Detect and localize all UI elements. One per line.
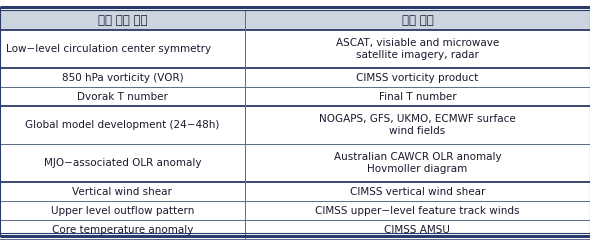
Text: Global model development (24−48h): Global model development (24−48h) <box>25 120 219 130</box>
Text: ASCAT, visiable and microwave
satellite imagery, radar: ASCAT, visiable and microwave satellite … <box>336 38 499 60</box>
Text: CIMSS vertical wind shear: CIMSS vertical wind shear <box>350 187 485 197</box>
Text: CIMSS upper−level feature track winds: CIMSS upper−level feature track winds <box>315 206 520 216</box>
Text: CIMSS AMSU: CIMSS AMSU <box>385 225 450 235</box>
Text: Dvorak T number: Dvorak T number <box>77 92 168 102</box>
Text: Australian CAWCR OLR anomaly
Hovmoller diagram: Australian CAWCR OLR anomaly Hovmoller d… <box>333 152 502 174</box>
Text: 태풍 발생 인자: 태풍 발생 인자 <box>98 14 147 27</box>
Text: 850 hPa vorticity (VOR): 850 hPa vorticity (VOR) <box>61 73 183 83</box>
Text: NOGAPS, GFS, UKMO, ECMWF surface
wind fields: NOGAPS, GFS, UKMO, ECMWF surface wind fi… <box>319 114 516 136</box>
Text: MJO−associated OLR anomaly: MJO−associated OLR anomaly <box>44 158 201 168</box>
Text: Low−level circulation center symmetry: Low−level circulation center symmetry <box>6 44 211 54</box>
Text: Final T number: Final T number <box>379 92 456 102</box>
Text: 사용 자료: 사용 자료 <box>402 14 433 27</box>
Text: Core temperature anomaly: Core temperature anomaly <box>52 225 193 235</box>
Text: CIMSS vorticity product: CIMSS vorticity product <box>356 73 478 83</box>
Bar <box>0 11 590 30</box>
Text: Upper level outflow pattern: Upper level outflow pattern <box>51 206 194 216</box>
Text: Vertical wind shear: Vertical wind shear <box>73 187 172 197</box>
